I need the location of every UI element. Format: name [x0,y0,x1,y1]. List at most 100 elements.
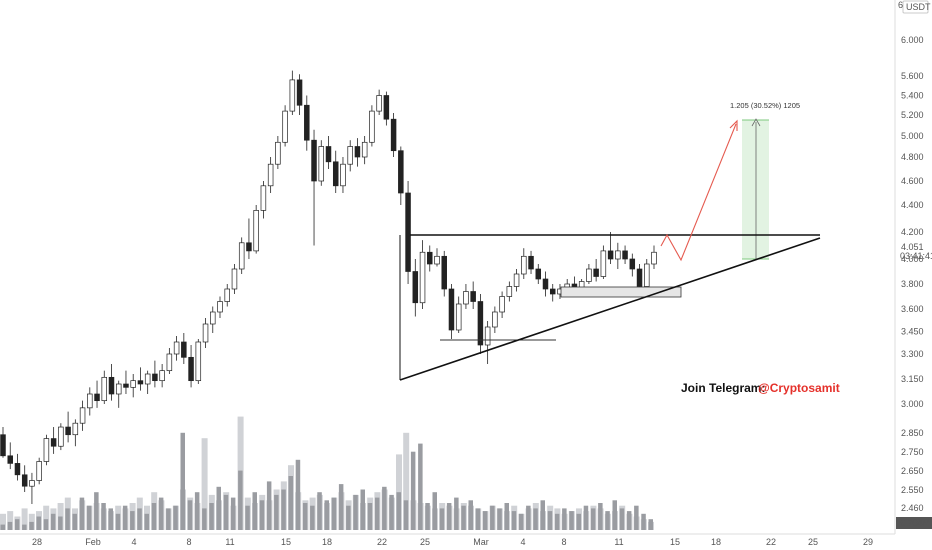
volume-bar [230,497,236,530]
volume-bar-light [201,438,208,530]
candle [499,291,505,318]
candle [130,374,136,398]
y-tick-label: 5.600 [901,71,924,81]
volume-bar [382,486,387,530]
y-tick-label: 2.850 [901,428,924,438]
y-tick-label: 3.600 [901,304,924,314]
candle [188,345,194,388]
volume-bar [94,492,99,530]
candle [224,284,230,307]
candle [383,91,390,126]
candle [427,245,433,272]
candle [144,370,151,394]
volume-bar [612,500,617,530]
y-tick-label: 5.400 [901,91,924,101]
plot-area [0,0,895,534]
x-tick-label: 8 [186,537,191,547]
volume-bar [209,503,214,530]
candle [173,336,180,361]
volume-bar [22,524,27,530]
volume-bar [302,503,308,530]
candle [549,284,556,302]
x-tick-label: 29 [863,537,873,547]
currency-label: USDT [906,2,931,12]
candle [340,157,346,193]
candle [477,294,484,354]
candle [325,136,332,169]
volume-bar [144,513,149,530]
candle [332,150,339,193]
volume-bar [641,513,646,530]
volume-bar [331,497,337,530]
current-price-label: 4.051 [901,242,924,252]
volume-bar [151,503,157,530]
x-tick-label: 25 [808,537,818,547]
volume-bar [490,505,495,530]
candle [470,281,476,309]
volume-bar [202,508,207,530]
candle [115,380,122,408]
candle [43,434,50,466]
candle [101,370,108,404]
candle [29,472,35,504]
candle [217,296,223,318]
candle [94,380,100,408]
volume-bar [482,511,488,530]
volume-bar [511,511,517,530]
candle [36,457,42,485]
candle [195,339,202,384]
candle [210,306,216,333]
x-tick-label: Feb [85,537,101,547]
volume-bar [72,513,77,530]
x-tick-label: 11 [614,537,623,547]
telegram-handle: @Cryptosamit [758,381,840,395]
volume-bar [108,508,113,530]
y-tick-label: 3.300 [901,349,924,359]
volume-bar [137,508,142,530]
candle [448,284,455,339]
volume-bar [396,492,401,530]
candle [542,271,549,297]
volume-bar [547,511,553,530]
volume-bar [29,521,34,530]
volume-bar [432,492,437,530]
y-tick-label: 4.000 [901,254,924,264]
volume-bar [58,516,63,530]
candle [651,245,657,269]
volume-bar [590,508,596,530]
candle [137,367,144,391]
volume-bar [626,511,632,530]
volume-bar [425,503,430,530]
volume-bar [374,497,380,530]
volume-bar [526,505,531,530]
candle [412,259,419,317]
volume-bar [454,497,459,530]
volume-bar [576,513,581,530]
x-tick-label: 11 [225,537,234,547]
volume-bar [130,511,135,530]
volume-bar [554,513,560,530]
time-axis[interactable]: 28 Feb 4 8 11 15 18 22 25 Mar 4 8 11 15 18 22 25 29 [0,533,932,550]
volume-bar [504,503,509,530]
candle [79,400,86,431]
candle [72,419,79,447]
volume-bar [598,503,603,530]
ascending-trendline [399,237,821,381]
volume-bar [245,505,250,530]
volume-bar [252,492,257,530]
candle [434,248,440,267]
y-tick-label: 6.000 [901,35,924,45]
volume-bar [562,508,567,530]
x-tick-label: 4 [520,537,525,547]
volume-bar [634,505,639,530]
volume-bar [158,497,164,530]
candle [354,138,361,167]
countdown-label: 03:41:41 [900,251,932,261]
volume-bar [619,508,625,530]
candlestick-series [0,70,657,504]
volume-bar [288,476,293,530]
price-axis[interactable]: 6.000 5.600 5.400 5.200 5.000 4.800 4.600 4.400… [894,0,932,550]
candle [441,250,447,297]
candle [159,364,165,388]
